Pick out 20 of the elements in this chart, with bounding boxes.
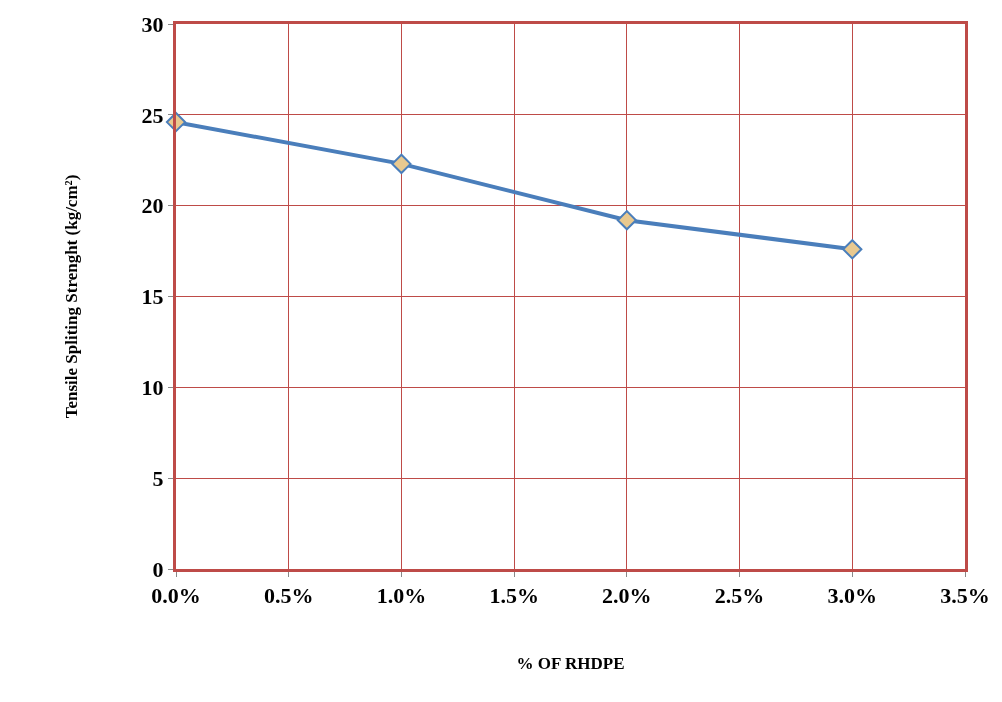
x-tick-label: 3.0%: [827, 583, 878, 609]
x-tick-label: 2.0%: [602, 583, 652, 609]
y-tick-label: 5: [152, 465, 164, 491]
x-tick-label: 0.0%: [151, 583, 201, 609]
y-tick-label: 15: [141, 284, 164, 310]
x-tick-label: 0.5%: [263, 583, 314, 609]
y-axis-title: Tensile Spliting Strenght (kg/cm²): [62, 174, 82, 419]
x-tick-label: 3.5%: [940, 583, 990, 609]
y-tick-label: 10: [141, 375, 164, 401]
y-tick-label: 20: [141, 193, 164, 219]
point: [616, 210, 637, 231]
x-tick-label: 1.0%: [376, 583, 427, 609]
x-tick-label: 1.5%: [489, 583, 539, 609]
point: [391, 153, 412, 174]
y-tick-label: 30: [141, 11, 164, 37]
x-axis-title: % OF RHDPE: [516, 653, 625, 673]
point: [842, 239, 863, 260]
y-tick-label: 0: [152, 556, 164, 582]
x-tick-label: 2.5%: [714, 583, 765, 609]
y-tick-label: 25: [141, 102, 164, 128]
